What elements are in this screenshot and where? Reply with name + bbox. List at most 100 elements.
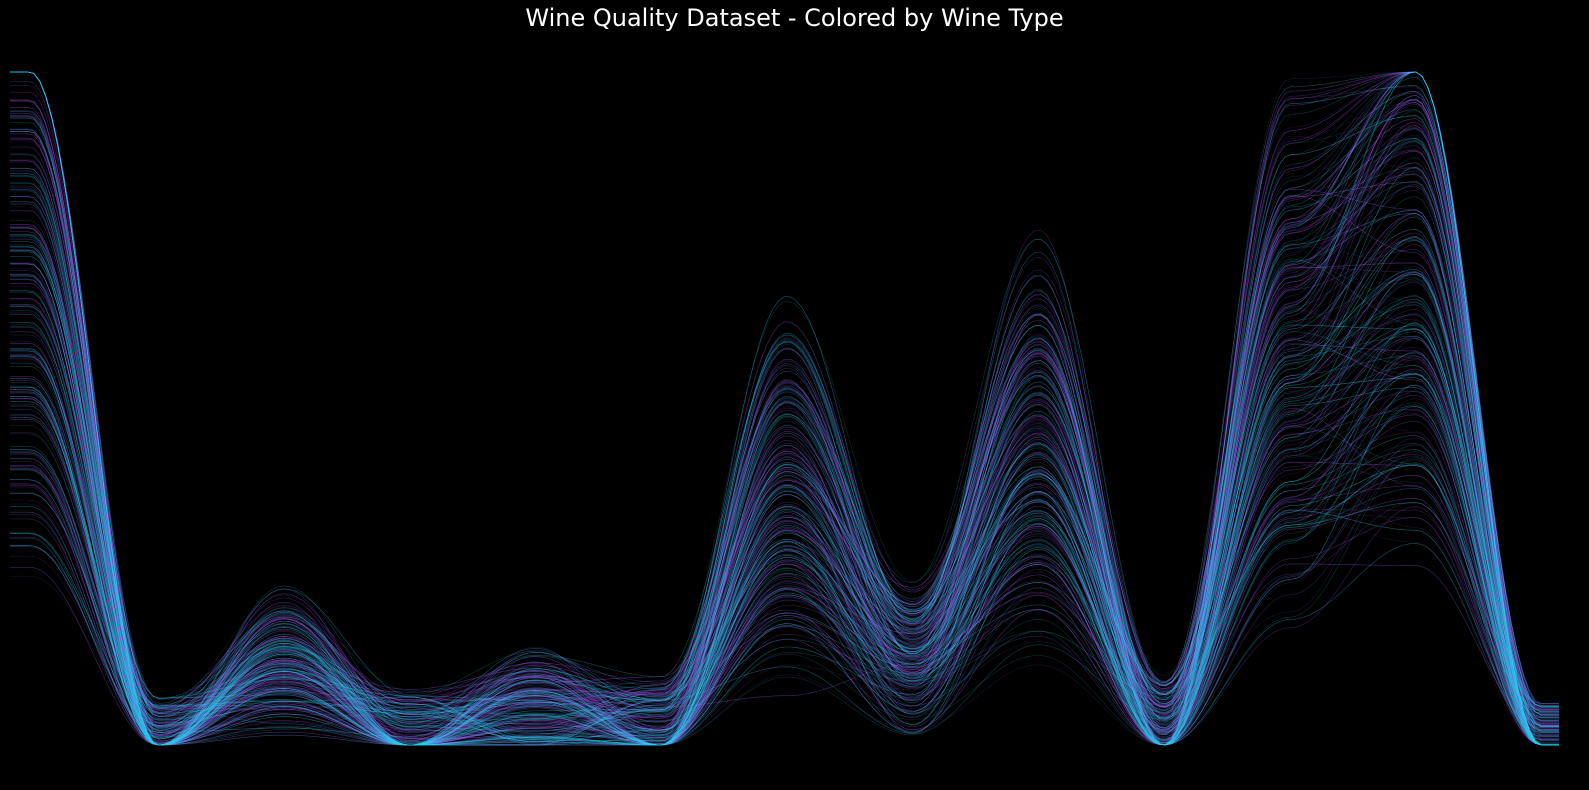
series-2-curve xyxy=(10,258,1559,746)
series-1-curve xyxy=(10,335,1559,746)
series-2-curve xyxy=(10,71,1559,746)
series-1-curve xyxy=(10,95,1559,746)
series-2-curve xyxy=(10,266,1559,746)
series-1-curve xyxy=(10,116,1559,722)
series-2-curve xyxy=(10,335,1559,746)
series-2-curve xyxy=(10,246,1559,746)
series-1-curve xyxy=(10,442,1559,746)
series-1-curve xyxy=(10,239,1559,746)
series-2-curve xyxy=(10,71,1559,746)
series-2-curve xyxy=(10,141,1559,746)
series-1-curve xyxy=(10,312,1559,726)
series-2-curve xyxy=(10,405,1559,744)
series-1-curve xyxy=(10,271,1559,746)
series-2-curve xyxy=(10,239,1559,746)
series-1-curve xyxy=(10,145,1559,746)
series-1-curve xyxy=(10,239,1559,746)
series-1-curve xyxy=(10,71,1559,746)
series-1-curve xyxy=(10,181,1559,746)
series-2-curve xyxy=(10,412,1559,746)
series-1-curve xyxy=(10,271,1559,746)
series-1-curve xyxy=(10,469,1559,746)
series-2-curve xyxy=(10,234,1559,746)
series-1-curve xyxy=(10,368,1559,746)
series-1-curve xyxy=(10,409,1559,746)
series-2-curve xyxy=(10,138,1559,746)
series-2-curve xyxy=(10,325,1559,746)
series-1-curve xyxy=(10,126,1559,746)
series-2-curve xyxy=(10,220,1559,720)
series-1-curve xyxy=(10,71,1559,746)
series-2-curve xyxy=(10,117,1559,746)
series-1-curve xyxy=(10,210,1559,746)
series-1-curve xyxy=(10,90,1559,746)
series-2-curve xyxy=(10,385,1559,746)
series-1-curve xyxy=(10,356,1559,746)
series-1-curve xyxy=(10,376,1559,746)
series-2-curve xyxy=(10,295,1559,746)
series-1-curve xyxy=(10,149,1559,746)
series-1-curve xyxy=(10,407,1559,746)
series-1-curve xyxy=(10,279,1559,746)
series-2-curve xyxy=(10,228,1559,746)
series-1-curve xyxy=(10,71,1559,746)
series-1-curve xyxy=(10,327,1559,746)
series-2-curve xyxy=(10,391,1559,746)
series-1-curve xyxy=(10,451,1559,746)
series-1-curve xyxy=(10,339,1559,746)
series-2-curve xyxy=(10,502,1559,746)
series-2-curve xyxy=(10,462,1559,746)
series-1-curve xyxy=(10,245,1559,746)
series-1-curve xyxy=(10,121,1559,746)
series-2-curve xyxy=(10,71,1559,746)
series-2-curve xyxy=(10,167,1559,746)
series-2-curve xyxy=(10,71,1559,746)
series-2-curve xyxy=(10,116,1559,746)
series-1-curve xyxy=(10,71,1559,746)
series-1-curve xyxy=(10,385,1559,746)
series-1-curve xyxy=(10,71,1559,746)
series-2-curve xyxy=(10,487,1559,746)
series-2-curve xyxy=(10,426,1559,746)
series-1-curve xyxy=(10,454,1559,746)
series-1-curve xyxy=(10,458,1559,746)
series-2-curve xyxy=(10,373,1559,746)
series-2-curve xyxy=(10,348,1559,746)
series-2-curve xyxy=(10,273,1559,746)
series-1-curve xyxy=(10,133,1559,746)
series-2-curve xyxy=(10,111,1559,746)
series-1-curve xyxy=(10,71,1559,744)
series-1-curve xyxy=(10,71,1559,746)
series-2-curve xyxy=(10,127,1559,746)
series-1-curve xyxy=(10,215,1559,746)
series-2-curve xyxy=(10,322,1559,741)
series-2-curve xyxy=(10,313,1559,746)
series-2-curve xyxy=(10,71,1559,746)
series-2-curve xyxy=(10,71,1559,746)
series-2-curve xyxy=(10,322,1559,746)
series-2-curve xyxy=(10,71,1559,729)
series-1-curve xyxy=(10,71,1559,746)
series-1-curve xyxy=(10,373,1559,746)
series-1-curve xyxy=(10,449,1559,746)
series-2-curve xyxy=(10,384,1559,746)
series-2-curve xyxy=(10,444,1559,746)
series-1-curve xyxy=(10,432,1559,746)
series-1-curve xyxy=(10,71,1559,746)
series-1-curve xyxy=(10,149,1559,746)
series-2-curve xyxy=(10,278,1559,746)
series-1-curve xyxy=(10,189,1559,746)
series-1-curve xyxy=(10,432,1559,746)
series-2-curve xyxy=(10,277,1559,746)
series-2-curve xyxy=(10,166,1559,746)
series-1-curve xyxy=(10,125,1559,746)
series-1-curve xyxy=(10,102,1559,746)
series-1-curve xyxy=(10,347,1559,746)
series-1-curve xyxy=(10,71,1559,746)
series-1-curve xyxy=(10,262,1559,746)
series-2-curve xyxy=(10,71,1559,746)
series-1-curve xyxy=(10,275,1559,746)
series-1-curve xyxy=(10,243,1559,746)
series-1-curve xyxy=(10,71,1559,746)
series-1-curve xyxy=(10,170,1559,746)
